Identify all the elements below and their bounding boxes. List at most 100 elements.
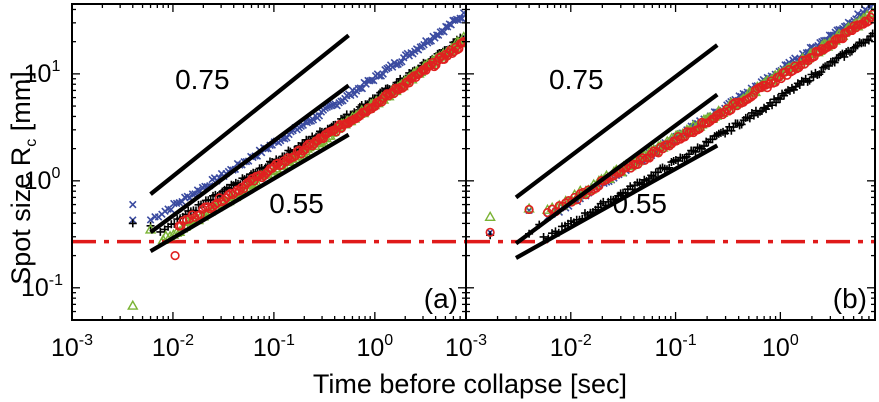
slope-label: 0.75 <box>175 64 230 95</box>
x-tick-label: 100 <box>762 332 799 362</box>
data-point-x <box>327 101 335 110</box>
x-tick-label: 10-3 <box>51 332 93 362</box>
data-point-x <box>458 14 466 23</box>
power-law-line <box>514 92 719 246</box>
data-point-x <box>425 37 434 46</box>
y-tick-label: 100 <box>24 165 61 195</box>
plot-area <box>466 4 875 260</box>
data-point-triangle <box>484 210 496 221</box>
data-point-plus <box>805 76 814 85</box>
data-point-circle <box>380 90 390 101</box>
data-point-circle <box>219 195 229 205</box>
data-point-circle <box>716 108 726 118</box>
x-tick-label: 10-3 <box>445 332 487 362</box>
data-point-plus <box>749 111 758 120</box>
y-axis-label-main: Spot size R <box>6 147 36 285</box>
x-tick-label: 100 <box>356 332 393 362</box>
data-point-x <box>379 70 387 78</box>
y-axis-label-sub: c <box>23 139 40 147</box>
x-tick-label: 10-1 <box>253 332 295 362</box>
data-point-x <box>337 97 345 106</box>
data-point-x <box>375 72 384 80</box>
power-law-line <box>149 132 350 253</box>
data-point-plus <box>840 52 849 61</box>
y-tick-label: 10-1 <box>21 272 63 302</box>
data-point-plus <box>845 48 854 57</box>
data-point-x <box>356 84 365 92</box>
data-point-circle <box>253 171 263 182</box>
data-point-x <box>416 43 425 51</box>
data-point-x <box>305 117 314 126</box>
x-tick-base: 10 <box>445 334 473 362</box>
data-point-plus <box>691 147 700 156</box>
data-point-circle <box>868 9 875 19</box>
power-law-line <box>514 143 719 260</box>
data-point-plus <box>128 219 137 228</box>
x-tick-exp: -3 <box>473 332 487 349</box>
data-point-x <box>420 40 428 49</box>
data-point-x <box>167 205 175 214</box>
x-tick-base: 10 <box>253 334 281 362</box>
data-point-x <box>398 58 406 66</box>
data-point-circle <box>673 131 683 142</box>
data-point-x <box>440 28 448 36</box>
x-tick-exp: -1 <box>682 332 696 349</box>
slope-label: 0.55 <box>612 188 667 219</box>
data-point-plus <box>745 114 754 123</box>
data-point-triangle <box>238 184 250 194</box>
data-point-x <box>129 200 137 209</box>
data-point-circle <box>722 104 732 114</box>
y-tick-base: 10 <box>24 60 52 88</box>
data-point-circle <box>176 221 186 231</box>
data-point-circle <box>726 105 736 115</box>
slope-label: 0.75 <box>549 64 604 95</box>
data-point-plus <box>824 61 833 70</box>
data-point-x <box>388 63 397 71</box>
y-tick-exp: 1 <box>51 58 60 75</box>
data-point-x <box>456 14 464 23</box>
plot-area <box>72 9 466 310</box>
panel-b: 0.750.55(b)10-3 10-2 10-1 100 <box>445 3 876 362</box>
series-blue <box>486 4 875 237</box>
series-red <box>485 9 875 237</box>
x-tick-exp: -1 <box>281 332 295 349</box>
data-point-plus <box>700 142 709 151</box>
y-tick-base: 10 <box>21 274 49 302</box>
data-point-plus <box>809 72 818 81</box>
data-point-circle <box>385 89 396 99</box>
power-law-line <box>149 33 350 196</box>
x-tick-base: 10 <box>550 334 578 362</box>
data-point-circle <box>170 251 180 261</box>
data-point-x <box>315 112 324 120</box>
x-tick-exp: -2 <box>578 332 592 349</box>
data-point-plus <box>868 29 875 38</box>
data-point-x <box>146 216 155 224</box>
data-point-circle <box>195 209 205 220</box>
data-point-plus <box>156 227 165 236</box>
y-axis-label-unit: [mm] <box>6 71 36 139</box>
data-point-circle <box>746 92 756 102</box>
data-point-circle <box>633 159 643 169</box>
data-point-triangle <box>127 299 139 310</box>
panel-label: (a) <box>424 283 458 314</box>
data-point-triangle <box>745 86 758 97</box>
power-law-line <box>149 83 350 235</box>
data-point-circle <box>748 90 758 100</box>
data-point-circle <box>255 170 265 180</box>
y-tick-base: 10 <box>24 167 52 195</box>
data-point-circle <box>459 37 466 47</box>
data-point-circle <box>524 204 534 215</box>
data-point-circle <box>245 176 255 186</box>
x-tick-base: 10 <box>762 334 790 362</box>
data-point-triangle <box>523 202 535 213</box>
data-point-circle <box>230 187 240 198</box>
y-tick-label: 101 <box>24 58 61 88</box>
data-point-x <box>309 116 318 124</box>
data-point-circle <box>760 80 770 90</box>
data-point-circle <box>843 26 853 37</box>
x-tick-label: 10-2 <box>550 332 592 362</box>
data-point-x <box>392 61 401 69</box>
series-red <box>170 37 466 261</box>
